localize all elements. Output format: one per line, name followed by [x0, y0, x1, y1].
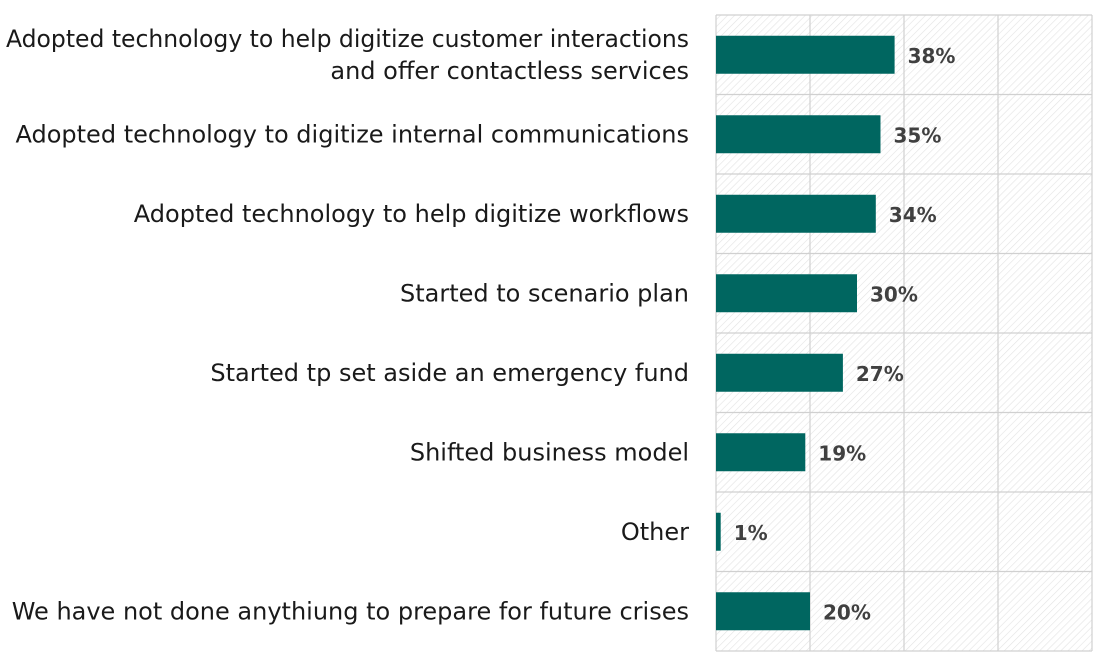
data-label: 34%: [889, 203, 937, 227]
bar: [716, 115, 881, 154]
data-label: 1%: [734, 521, 768, 545]
bar: [716, 512, 721, 551]
category-label: Started tp set aside an emergency fund: [210, 359, 689, 387]
category-label: Adopted technology to help digitize work…: [134, 200, 689, 228]
bar: [716, 274, 857, 313]
data-label: 27%: [856, 362, 904, 386]
gridlines: [715, 14, 1093, 652]
bar: [716, 353, 843, 392]
category-label: Other: [621, 518, 689, 546]
data-label: 30%: [870, 282, 918, 306]
value-labels: 38% 35% 34% 30% 27% 19% 1% 20%: [734, 44, 956, 625]
category-label: and offer contactless services: [330, 57, 689, 85]
data-label: 38%: [908, 44, 956, 68]
category-label: Shifted business model: [410, 438, 689, 466]
data-label: 20%: [823, 600, 871, 624]
data-label: 35%: [894, 123, 942, 147]
bar: [716, 592, 810, 631]
category-label: We have not done anythiung to prepare fo…: [12, 597, 689, 625]
bar: [716, 35, 895, 74]
category-label: Started to scenario plan: [400, 279, 689, 307]
category-label: Adopted technology to digitize internal …: [16, 120, 690, 148]
data-label: 19%: [818, 441, 866, 465]
category-labels: Adopted technology to help digitize cust…: [6, 25, 689, 626]
bars: [716, 35, 895, 631]
bar: [716, 433, 806, 472]
bar: [716, 194, 876, 233]
category-label: Adopted technology to help digitize cust…: [6, 25, 689, 53]
